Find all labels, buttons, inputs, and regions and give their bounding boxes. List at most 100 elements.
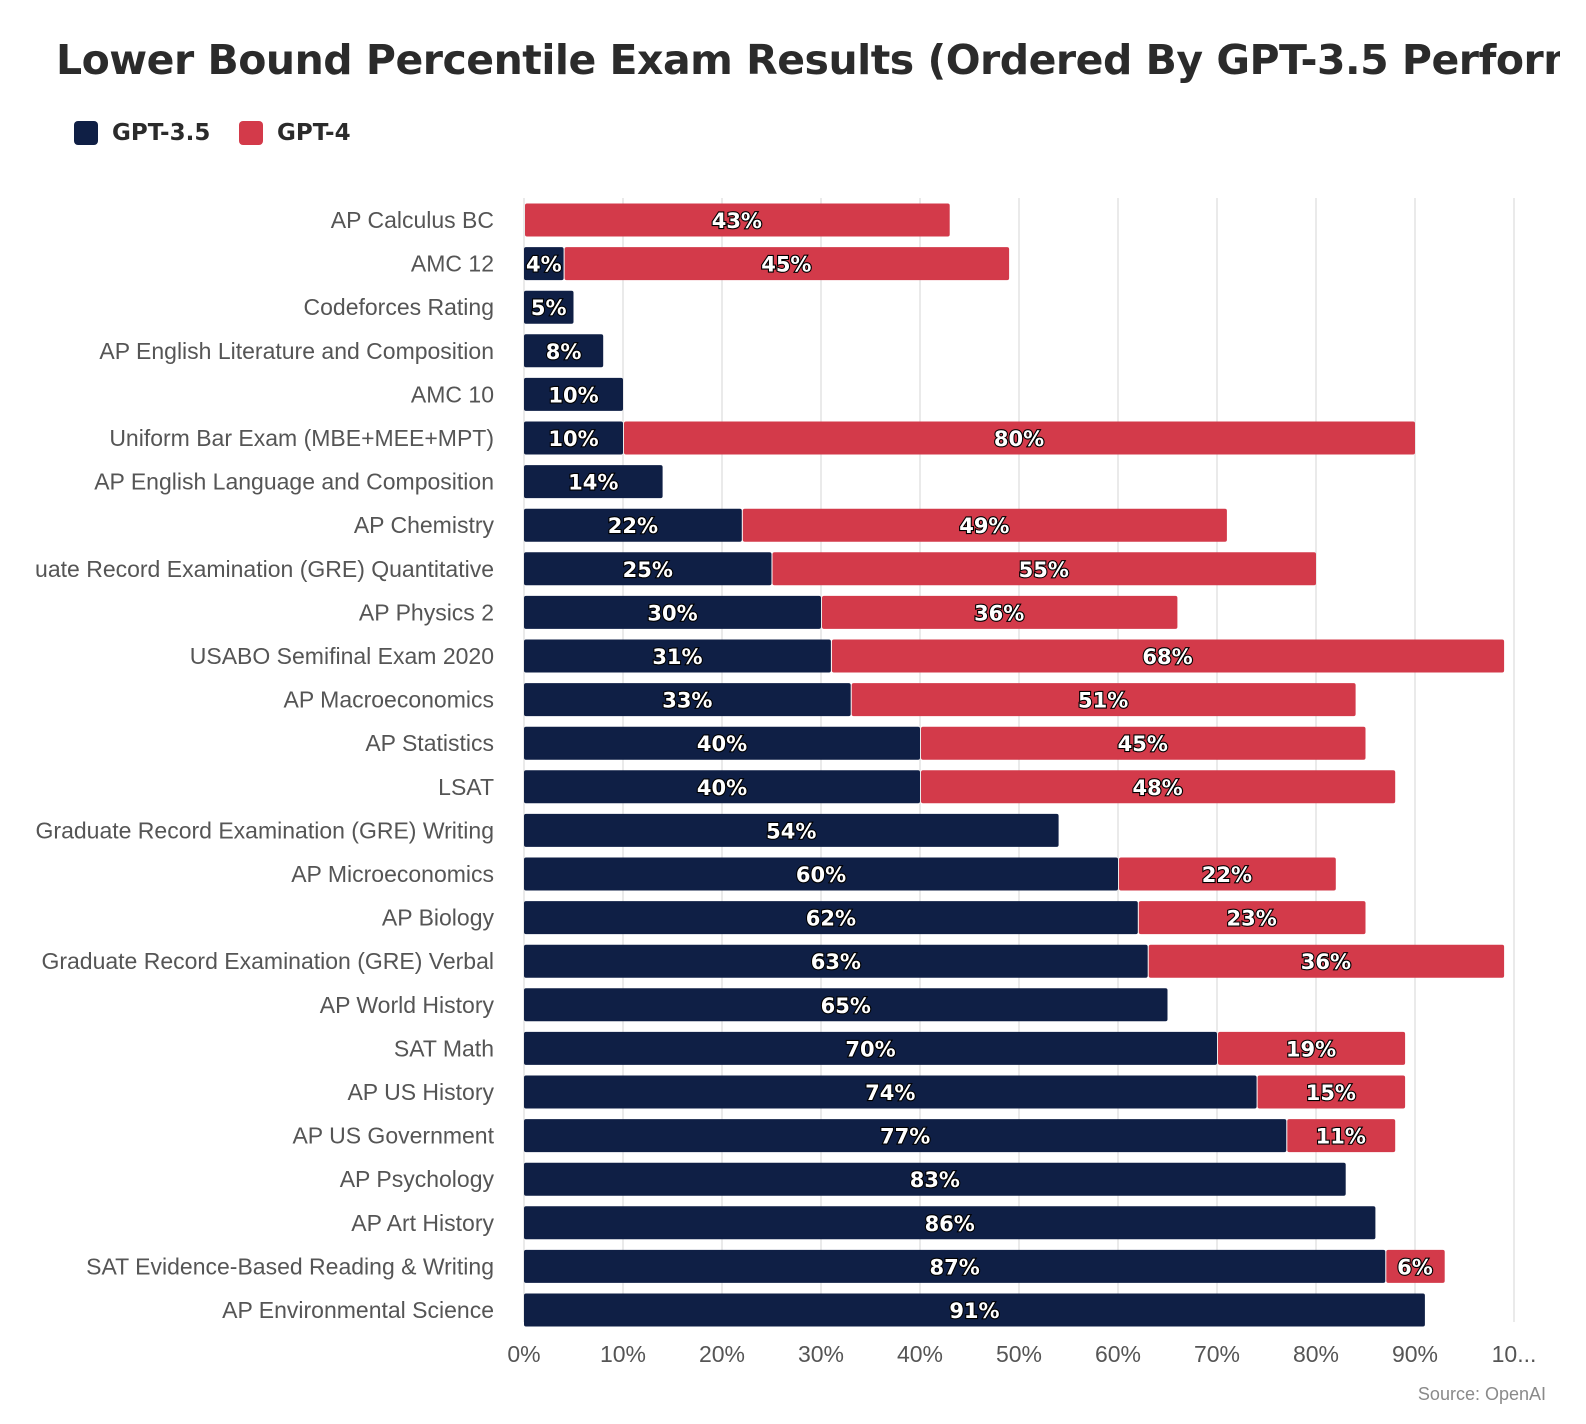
bar-gpt35 [524, 944, 1148, 978]
bar-gpt4 [624, 421, 1415, 455]
data-label-gpt4: 15% [1306, 1081, 1356, 1105]
bar-gpt4 [921, 770, 1396, 804]
x-tick-label: 80% [1293, 1341, 1339, 1367]
data-label-gpt4: 11% [1316, 1125, 1366, 1149]
bar-gpt35 [524, 334, 604, 368]
category-label: AP Chemistry [354, 512, 495, 538]
x-tick-label: 0% [507, 1341, 540, 1367]
bar-gpt35 [524, 1249, 1386, 1283]
category-label: AP US History [347, 1079, 494, 1105]
category-label: AP Physics 2 [359, 599, 494, 625]
legend-swatch-gpt35 [74, 121, 98, 145]
category-label: AP US Government [292, 1123, 494, 1149]
bar-gpt35 [524, 290, 574, 324]
category-label: AP Calculus BC [331, 207, 494, 233]
data-label-gpt4: 23% [1227, 907, 1277, 931]
category-labels: AP Calculus BC AMC 12 Codeforces Rating AP … [0, 207, 495, 1323]
category-label: Graduate Record Examination (GRE) Verbal [41, 948, 494, 974]
category-label: AP World History [320, 992, 495, 1018]
data-label-gpt35: 40% [697, 732, 747, 756]
legend-swatch-gpt4 [239, 121, 263, 145]
category-label: AP Microeconomics [291, 861, 494, 887]
data-label-gpt4: 68% [1142, 645, 1192, 669]
data-label-gpt4: 36% [1301, 950, 1351, 974]
category-label: Codeforces Rating [304, 294, 495, 320]
bar-gpt4 [1257, 1075, 1406, 1109]
data-label-gpt4: 55% [1019, 558, 1069, 582]
data-label-gpt35: 63% [811, 950, 861, 974]
data-label-gpt35: 87% [930, 1255, 980, 1279]
bar-gpt35 [524, 1162, 1346, 1196]
bar-gpt35 [524, 857, 1118, 891]
bar-gpt35 [524, 421, 623, 455]
data-label-gpt35: 74% [865, 1081, 915, 1105]
x-tick-label: 50% [996, 1341, 1042, 1367]
bar-gpt35 [524, 1075, 1257, 1109]
category-label: AP English Literature and Composition [99, 338, 494, 364]
bar-gpt35 [524, 377, 623, 411]
data-label-gpt4: 43% [712, 209, 762, 233]
category-label: AMC 12 [411, 251, 494, 277]
data-label-gpt4: 36% [974, 601, 1024, 625]
legend-item-gpt35: GPT-3.5 [74, 118, 210, 148]
bar-gpt35 [524, 1293, 1425, 1327]
category-label: Graduate Record Examination (GRE) Writin… [36, 817, 494, 843]
data-label-gpt35: 62% [806, 907, 856, 931]
bar-gpt35 [524, 988, 1168, 1022]
legend-item-gpt4: GPT-4 [239, 118, 351, 148]
x-tick-label: 20% [699, 1341, 745, 1367]
bar-gpt4 [822, 595, 1178, 629]
x-tick-label: 70% [1194, 1341, 1240, 1367]
data-label-gpt35: 10% [548, 383, 598, 407]
x-tick-label: 60% [1095, 1341, 1141, 1367]
category-label: AP Psychology [340, 1166, 495, 1192]
bar-gpt35 [524, 770, 920, 804]
bar-gpt35 [524, 465, 663, 499]
x-tick-label: 30% [798, 1341, 844, 1367]
data-label-gpt35: 22% [608, 514, 658, 538]
data-label-gpt35: 4% [526, 253, 562, 277]
bar-gpt4 [921, 726, 1366, 760]
data-label-gpt4: 19% [1286, 1037, 1336, 1061]
legend-label-gpt4: GPT-4 [277, 120, 351, 146]
bar-gpt4 [772, 552, 1316, 586]
bar-gpt4 [1148, 944, 1505, 978]
category-label: Graduate Record Examination (GRE) Quanti… [0, 556, 494, 582]
data-label-gpt4: 22% [1202, 863, 1252, 887]
category-label: AP Macroeconomics [284, 687, 495, 713]
bar-gpt35 [524, 595, 821, 629]
bar-gpt35 [524, 552, 772, 586]
source-note: Source: OpenAI [1417, 1384, 1546, 1404]
data-label-gpt35: 65% [821, 994, 871, 1018]
bar-gpt4 [1386, 1249, 1445, 1283]
data-label-gpt35: 77% [880, 1125, 930, 1149]
bar-gpt35 [524, 1031, 1217, 1065]
bar-gpt4 [831, 639, 1505, 673]
data-label-gpt35: 14% [568, 471, 618, 495]
bar-gpt35 [524, 639, 831, 673]
bar-gpt4 [1287, 1119, 1396, 1153]
category-label: AP Environmental Science [222, 1297, 494, 1323]
legend-label-gpt35: GPT-3.5 [112, 120, 211, 146]
category-label: SAT Evidence-Based Reading & Writing [86, 1253, 494, 1279]
data-label-gpt35: 86% [925, 1212, 975, 1236]
data-label-gpt35: 5% [531, 296, 567, 320]
data-label-gpt35: 60% [796, 863, 846, 887]
x-tick-label: 10... [1492, 1341, 1537, 1367]
bar-gpt4 [525, 203, 950, 237]
data-label-gpt35: 8% [546, 340, 582, 364]
data-label-gpt4: 48% [1132, 776, 1182, 800]
category-label: USABO Semifinal Exam 2020 [190, 643, 494, 669]
data-label-gpt35: 91% [949, 1299, 999, 1323]
data-label-gpt35: 10% [548, 427, 598, 451]
x-tick-label: 90% [1392, 1341, 1438, 1367]
data-label-gpt4: 51% [1078, 689, 1128, 713]
category-label: AMC 10 [411, 381, 494, 407]
chart-title: Lower Bound Percentile Exam Results (Ord… [56, 36, 1560, 84]
category-label: AP Art History [351, 1210, 494, 1236]
data-label-gpt35: 31% [652, 645, 702, 669]
bar-gpt4 [1138, 901, 1366, 935]
bar-gpt4 [1119, 857, 1336, 891]
x-tick-label: 40% [897, 1341, 943, 1367]
